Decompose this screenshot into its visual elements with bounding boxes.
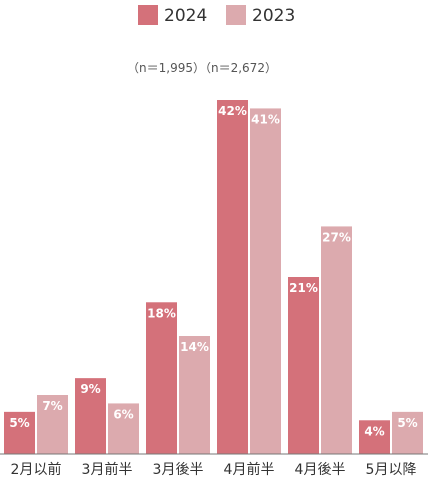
category-label-0: 2月以前	[11, 461, 62, 478]
bar-2024-4	[288, 277, 319, 454]
bar-2024-3	[217, 100, 248, 454]
value-label-2024-5: 4%	[364, 424, 384, 438]
value-label-2023-3: 41%	[251, 112, 280, 126]
legend-label-2023: 2023	[252, 6, 295, 26]
value-label-2023-0: 7%	[42, 399, 62, 413]
bar-2024-1	[75, 378, 106, 454]
value-label-2024-3: 42%	[218, 104, 247, 118]
sample-size-note: （n＝1,995）（n＝2,672）	[127, 61, 277, 75]
bar-2024-2	[146, 302, 177, 454]
value-label-2023-2: 14%	[180, 340, 209, 354]
bar-2023-0	[37, 395, 68, 454]
category-label-5: 5月以降	[366, 462, 417, 478]
bar-2023-3	[250, 108, 281, 454]
legend: 2024 2023	[138, 5, 295, 26]
category-label-4: 4月後半	[295, 462, 346, 478]
value-label-2024-0: 5%	[9, 416, 29, 430]
x-axis-labels: 2月以前 3月前半 3月後半 4月前半 4月後半 5月以降	[11, 461, 417, 478]
value-label-2024-1: 9%	[80, 382, 100, 396]
value-label-2023-5: 5%	[397, 416, 417, 430]
bars: 5% 7% 9% 6% 18% 14% 42% 41% 21% 27% 4% 5%	[4, 100, 423, 454]
category-label-2: 3月後半	[153, 462, 204, 478]
value-label-2023-1: 6%	[113, 407, 133, 421]
value-label-2023-4: 27%	[322, 230, 351, 244]
bar-2023-4	[321, 226, 352, 454]
bar-2023-1	[108, 403, 139, 454]
value-label-2024-2: 18%	[147, 306, 176, 320]
value-label-2024-4: 21%	[289, 281, 318, 295]
bar-2024-0	[4, 411, 35, 454]
bar-2024-5	[359, 420, 390, 454]
legend-swatch-2024	[138, 5, 158, 25]
legend-label-2024: 2024	[164, 6, 207, 26]
category-label-1: 3月前半	[82, 461, 133, 478]
category-label-3: 4月前半	[224, 461, 275, 478]
bar-2023-5	[392, 411, 423, 454]
legend-swatch-2023	[226, 5, 246, 25]
bar-2023-2	[179, 336, 210, 454]
